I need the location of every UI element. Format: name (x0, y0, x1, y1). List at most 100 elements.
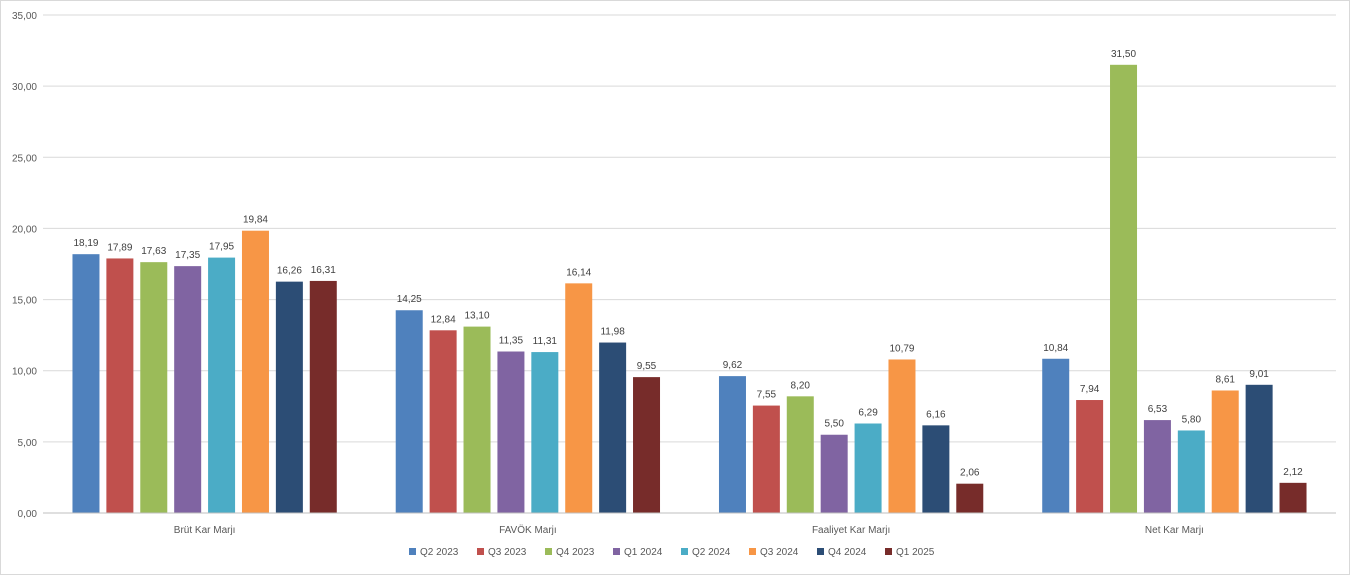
data-label: 16,31 (311, 265, 336, 276)
bar-q3-2024 (241, 230, 269, 513)
bar-q1-2024 (174, 266, 202, 513)
legend-item: Q4 2023 (545, 547, 595, 558)
gridlines (43, 14, 1336, 443)
bar-q2-2024 (208, 257, 236, 513)
y-tick-label: 0,00 (18, 509, 38, 520)
bar-q4-2024 (599, 342, 627, 513)
data-label: 11,35 (499, 336, 524, 347)
legend-swatch (545, 548, 552, 555)
legend-swatch (613, 548, 620, 555)
legend-swatch (681, 548, 688, 555)
data-label: 7,55 (757, 390, 777, 401)
legend: Q2 2023 Q3 2023 Q4 2023 Q1 2024 Q2 2024 Q3 20… (409, 547, 935, 558)
data-label: 2,12 (1283, 467, 1303, 478)
bar-q1-2025 (633, 377, 661, 513)
data-label: 8,61 (1215, 374, 1235, 385)
data-label: 7,94 (1080, 384, 1100, 395)
category-label: Faaliyet Kar Marjı (812, 525, 890, 536)
data-labels: 18,19 17,89 17,63 17,35 17,95 19,84 16,26 16,31… (73, 49, 1303, 479)
legend-swatch (885, 548, 892, 555)
y-tick-label: 30,00 (12, 82, 37, 93)
bar-q2-2023 (72, 254, 100, 513)
data-label: 10,84 (1043, 343, 1068, 354)
bar-q3-2023 (752, 405, 780, 513)
y-tick-label: 10,00 (12, 367, 37, 378)
data-label: 11,98 (600, 327, 625, 338)
bar-q4-2024 (1245, 384, 1273, 513)
y-axis-tick-labels: 0,00 5,00 10,00 15,00 20,00 25,00 30,00 35,00 (12, 11, 37, 520)
bar-q2-2023 (718, 376, 746, 513)
legend-swatch (477, 548, 484, 555)
bar-q2-2024 (1177, 430, 1205, 513)
bar-q3-2024 (1211, 390, 1239, 513)
y-tick-label: 25,00 (12, 153, 37, 164)
y-tick-label: 5,00 (18, 438, 38, 449)
bar-q4-2023 (786, 396, 814, 513)
legend-swatch (409, 548, 416, 555)
legend-item: Q3 2024 (749, 547, 799, 558)
bar-q1-2024 (497, 351, 525, 513)
data-label: 31,50 (1111, 49, 1136, 60)
data-label: 16,26 (277, 266, 302, 277)
bar-q2-2024 (531, 352, 559, 513)
data-label: 12,84 (431, 314, 456, 325)
data-label: 17,89 (107, 242, 132, 253)
bar-q3-2023 (1076, 400, 1104, 513)
data-label: 9,62 (723, 360, 743, 371)
bar-q4-2023 (140, 262, 168, 513)
data-label: 14,25 (397, 294, 422, 305)
data-label: 16,14 (566, 267, 591, 278)
bar-q4-2023 (1110, 64, 1138, 514)
bar-q3-2024 (565, 283, 593, 513)
data-label: 17,95 (209, 242, 234, 253)
data-label: 17,35 (175, 250, 200, 261)
y-tick-label: 15,00 (12, 296, 37, 307)
category-label: FAVÖK Marjı (499, 524, 557, 536)
bar-q4-2024 (275, 281, 303, 513)
legend-item: Q3 2023 (477, 547, 527, 558)
data-label: 5,50 (824, 419, 844, 430)
bar-q3-2024 (888, 359, 916, 513)
data-label: 11,31 (533, 336, 558, 347)
y-tick-label: 35,00 (12, 11, 37, 22)
legend-item: Q1 2025 (885, 547, 935, 558)
legend-label: Q1 2025 (896, 547, 935, 558)
data-label: 8,20 (791, 380, 811, 391)
bar-q2-2023 (1042, 358, 1070, 513)
bar-q2-2023 (395, 310, 423, 513)
data-label: 9,01 (1249, 369, 1269, 380)
bars (72, 64, 1307, 514)
bar-q3-2023 (106, 258, 134, 513)
legend-item: Q4 2024 (817, 547, 867, 558)
category-label: Net Kar Marjı (1145, 525, 1204, 536)
data-label: 18,19 (73, 238, 98, 249)
legend-label: Q4 2024 (828, 547, 867, 558)
legend-label: Q2 2023 (420, 547, 459, 558)
legend-label: Q4 2023 (556, 547, 595, 558)
category-labels: Brüt Kar Marjı FAVÖK Marjı Faaliyet Kar Ma… (174, 524, 1204, 536)
legend-label: Q3 2024 (760, 547, 799, 558)
data-label: 13,10 (465, 311, 490, 322)
legend-swatch (749, 548, 756, 555)
bar-q1-2025 (309, 280, 337, 513)
data-label: 6,29 (858, 408, 878, 419)
legend-item: Q2 2024 (681, 547, 731, 558)
bar-q3-2023 (429, 330, 457, 513)
category-label: Brüt Kar Marjı (174, 525, 236, 536)
legend-label: Q3 2023 (488, 547, 527, 558)
y-tick-label: 20,00 (12, 224, 37, 235)
legend-label: Q1 2024 (624, 547, 663, 558)
data-label: 17,63 (141, 246, 166, 257)
data-label: 10,79 (889, 343, 914, 354)
legend-swatch (817, 548, 824, 555)
bar-q1-2025 (1279, 482, 1307, 513)
legend-item: Q2 2023 (409, 547, 459, 558)
bar-q1-2024 (820, 434, 848, 513)
data-label: 2,06 (960, 468, 980, 479)
legend-item: Q1 2024 (613, 547, 663, 558)
data-label: 6,16 (926, 409, 946, 420)
legend-label: Q2 2024 (692, 547, 731, 558)
data-label: 19,84 (243, 215, 268, 226)
